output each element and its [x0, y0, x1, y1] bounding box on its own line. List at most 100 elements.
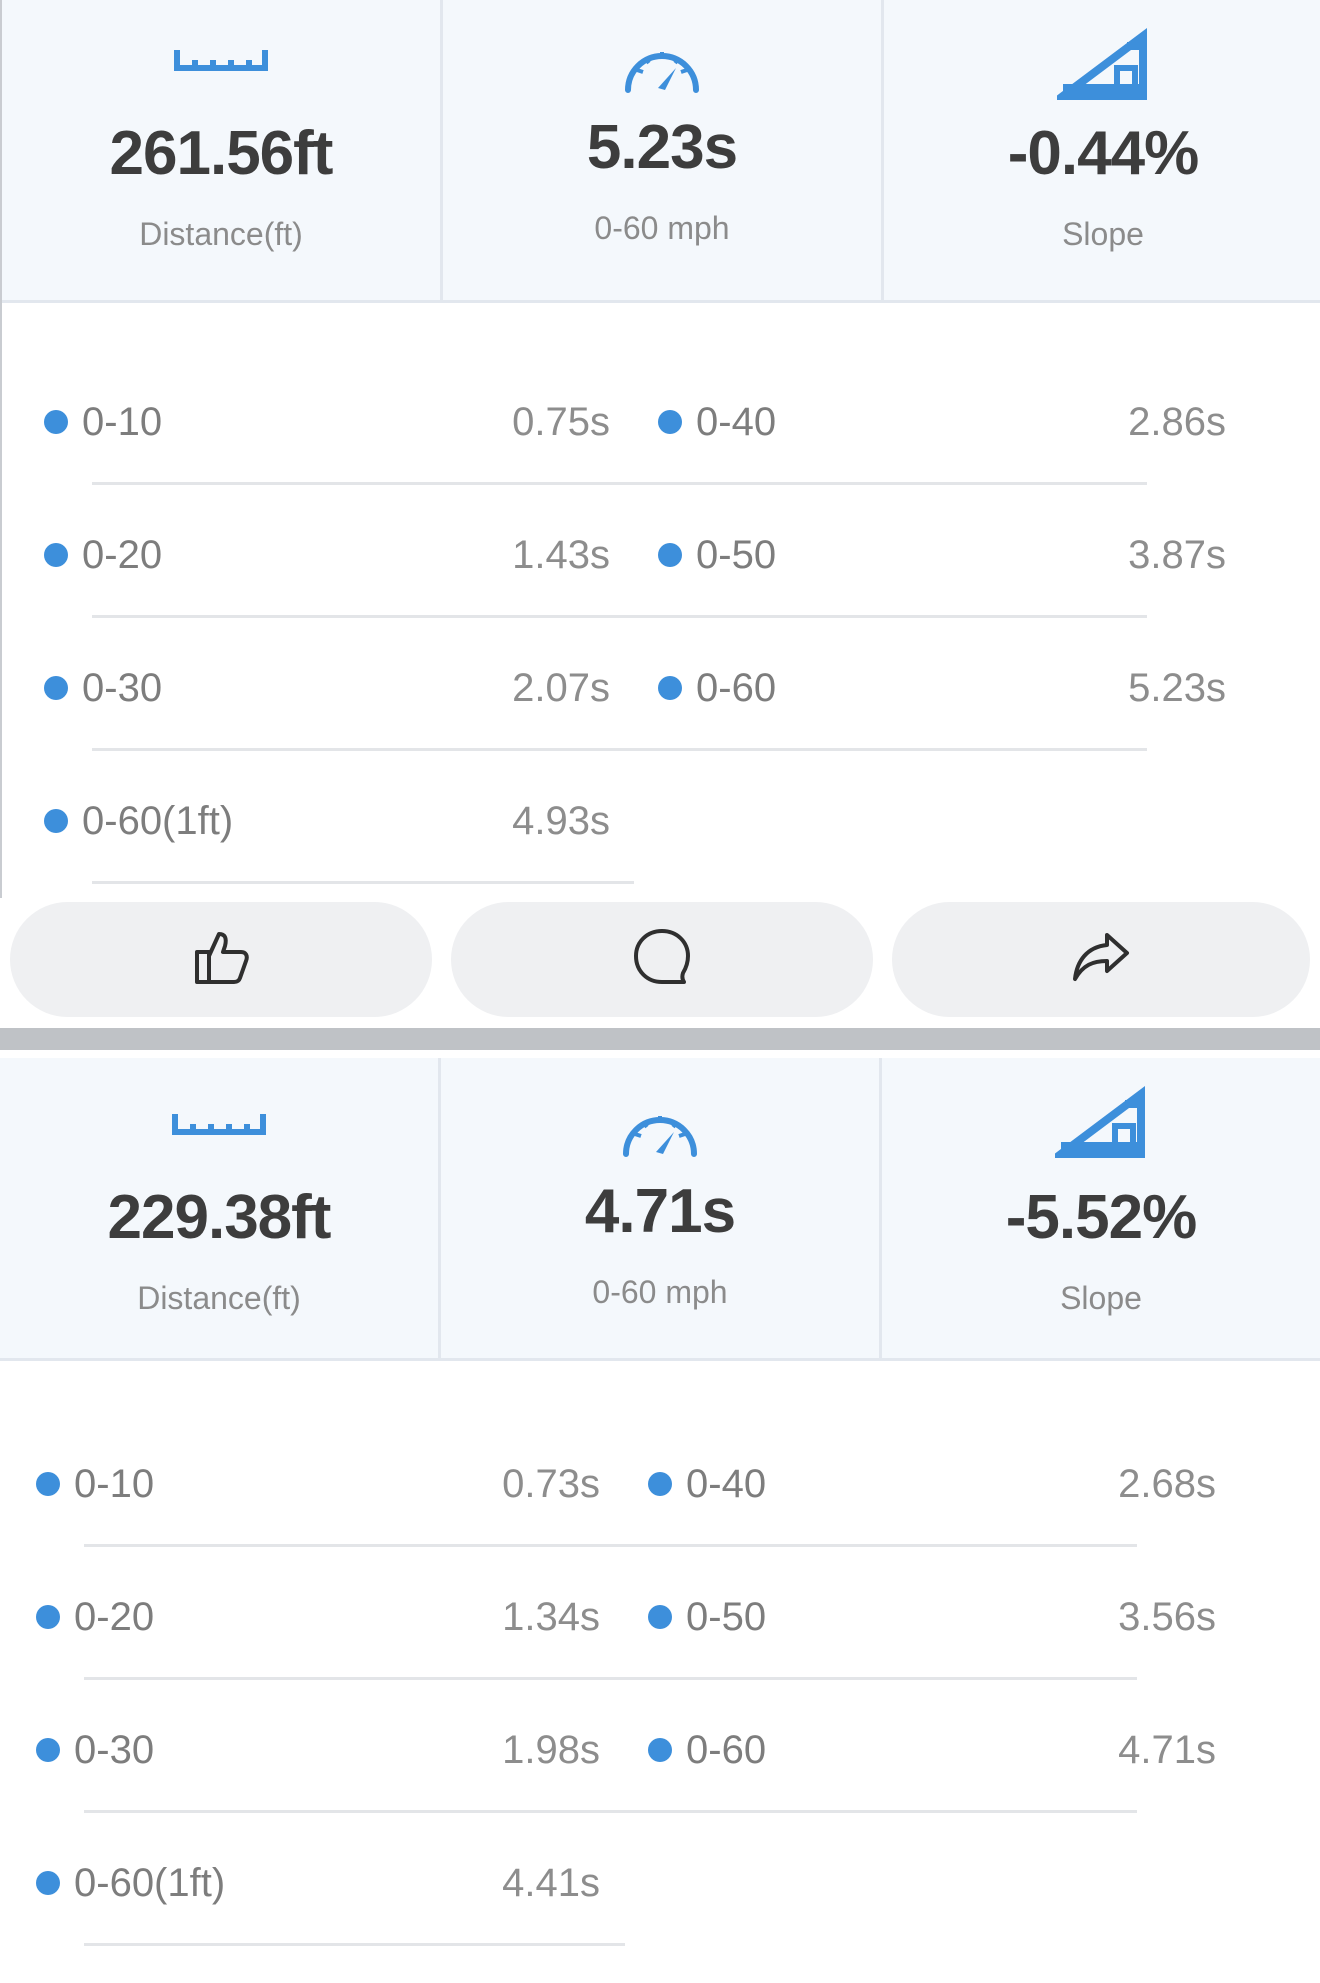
split-label-text: 0-40 [686, 1461, 767, 1506]
bullet-dot [44, 410, 68, 434]
bullet-dot [44, 543, 68, 567]
split-value: 2.86s [1128, 400, 1226, 444]
distance-value: 229.38ft [107, 1183, 332, 1252]
row-divider [84, 1677, 1137, 1680]
bullet-dot [36, 1738, 60, 1762]
split-label-text: 0-10 [74, 1461, 155, 1506]
split-label: 0-50 [658, 530, 776, 580]
time-stat: 5.23s 0-60 mph [440, 0, 881, 300]
post-card-2: 229.38ft Distance(ft) 4.71s 0-60 mph -5.… [0, 1058, 1320, 1983]
split-label: 0-30 [44, 663, 162, 713]
bullet-dot [658, 543, 682, 567]
stats-bar: 229.38ft Distance(ft) 4.71s 0-60 mph -5.… [0, 1058, 1320, 1361]
share-button[interactable] [892, 902, 1310, 1017]
slope-stat: -0.44% Slope [881, 0, 1320, 300]
split-label-text: 0-20 [82, 532, 163, 577]
split-label-text: 0-60(1ft) [82, 798, 234, 843]
split-value: 4.93s [512, 799, 610, 843]
distance-stat: 261.56ft Distance(ft) [2, 0, 440, 300]
split-label: 0-10 [44, 397, 162, 447]
split-label: 0-10 [36, 1459, 154, 1509]
split-value: 0.75s [512, 400, 610, 444]
share-icon [1071, 931, 1131, 988]
split-row: 0-10 0.73s 0-40 2.68s [0, 1358, 1320, 1547]
split-label: 0-50 [648, 1592, 766, 1642]
bullet-dot [36, 1605, 60, 1629]
time-label: 0-60 mph [592, 1274, 728, 1310]
split-label: 0-60(1ft) [44, 796, 233, 846]
split-value: 1.98s [502, 1728, 600, 1772]
split-label-text: 0-60 [696, 665, 777, 710]
post-actions [0, 898, 1320, 1028]
time-value: 4.71s [584, 1177, 736, 1246]
split-row: 0-10 0.75s 0-40 2.86s [2, 300, 1320, 485]
distance-value: 261.56ft [109, 119, 334, 188]
split-label: 0-60(1ft) [36, 1858, 225, 1908]
split-row: 0-60(1ft) 4.93s [2, 699, 1320, 884]
ruler-icon [173, 40, 269, 85]
speedometer-icon [621, 40, 703, 101]
split-label: 0-40 [648, 1459, 766, 1509]
thumbs-up-icon [191, 928, 251, 991]
split-label-text: 0-60(1ft) [74, 1860, 226, 1905]
split-row: 0-20 1.43s 0-50 3.87s [2, 433, 1320, 618]
time-value: 5.23s [586, 113, 738, 182]
split-value: 3.87s [1128, 533, 1226, 577]
row-divider [84, 1943, 625, 1946]
split-row: 0-20 1.34s 0-50 3.56s [0, 1491, 1320, 1680]
split-label: 0-20 [36, 1592, 154, 1642]
slope-stat: -5.52% Slope [879, 1058, 1320, 1358]
split-row: 0-30 1.98s 0-60 4.71s [0, 1624, 1320, 1813]
post-card-1: 261.56ft Distance(ft) 5.23s 0-60 mph -0.… [0, 0, 1320, 898]
bullet-dot [44, 676, 68, 700]
row-divider [84, 1544, 1137, 1547]
split-value: 5.23s [1128, 666, 1226, 710]
split-label: 0-20 [44, 530, 162, 580]
bullet-dot [648, 1472, 672, 1496]
split-value: 1.43s [512, 533, 610, 577]
split-label-text: 0-30 [74, 1727, 155, 1772]
bullet-dot [36, 1472, 60, 1496]
split-label-text: 0-20 [74, 1594, 155, 1639]
row-divider [92, 482, 1147, 485]
split-value: 1.34s [502, 1595, 600, 1639]
split-label: 0-40 [658, 397, 776, 447]
bullet-dot [44, 809, 68, 833]
row-divider [92, 881, 634, 884]
bullet-dot [36, 1871, 60, 1895]
split-value: 4.41s [502, 1861, 600, 1905]
stats-bar: 261.56ft Distance(ft) 5.23s 0-60 mph -0.… [2, 0, 1320, 303]
split-value: 2.07s [512, 666, 610, 710]
slope-value: -0.44% [1007, 119, 1199, 188]
bullet-dot [658, 676, 682, 700]
like-button[interactable] [10, 902, 432, 1017]
row-divider [84, 1810, 1137, 1813]
split-value: 3.56s [1118, 1595, 1216, 1639]
split-label-text: 0-60 [686, 1727, 767, 1772]
feed-separator [0, 1028, 1320, 1050]
distance-label: Distance(ft) [139, 216, 303, 252]
comment-icon [632, 927, 692, 992]
split-value: 4.71s [1118, 1728, 1216, 1772]
slope-value: -5.52% [1005, 1183, 1197, 1252]
distance-label: Distance(ft) [137, 1280, 301, 1316]
split-row: 0-30 2.07s 0-60 5.23s [2, 566, 1320, 751]
split-row: 0-60(1ft) 4.41s [0, 1757, 1320, 1946]
split-value: 0.73s [502, 1462, 600, 1506]
row-divider [92, 748, 1147, 751]
row-divider [92, 615, 1147, 618]
comment-button[interactable] [451, 902, 873, 1017]
split-label: 0-60 [658, 663, 776, 713]
split-label-text: 0-40 [696, 399, 777, 444]
bullet-dot [648, 1605, 672, 1629]
distance-stat: 229.38ft Distance(ft) [0, 1058, 438, 1358]
speedometer-icon [619, 1104, 701, 1165]
slope-label: Slope [1062, 216, 1144, 252]
ruler-icon [171, 1104, 267, 1149]
bullet-dot [648, 1738, 672, 1762]
slope-icon [1049, 1086, 1147, 1165]
split-label: 0-60 [648, 1725, 766, 1775]
split-value: 2.68s [1118, 1462, 1216, 1506]
bullet-dot [658, 410, 682, 434]
split-label-text: 0-30 [82, 665, 163, 710]
